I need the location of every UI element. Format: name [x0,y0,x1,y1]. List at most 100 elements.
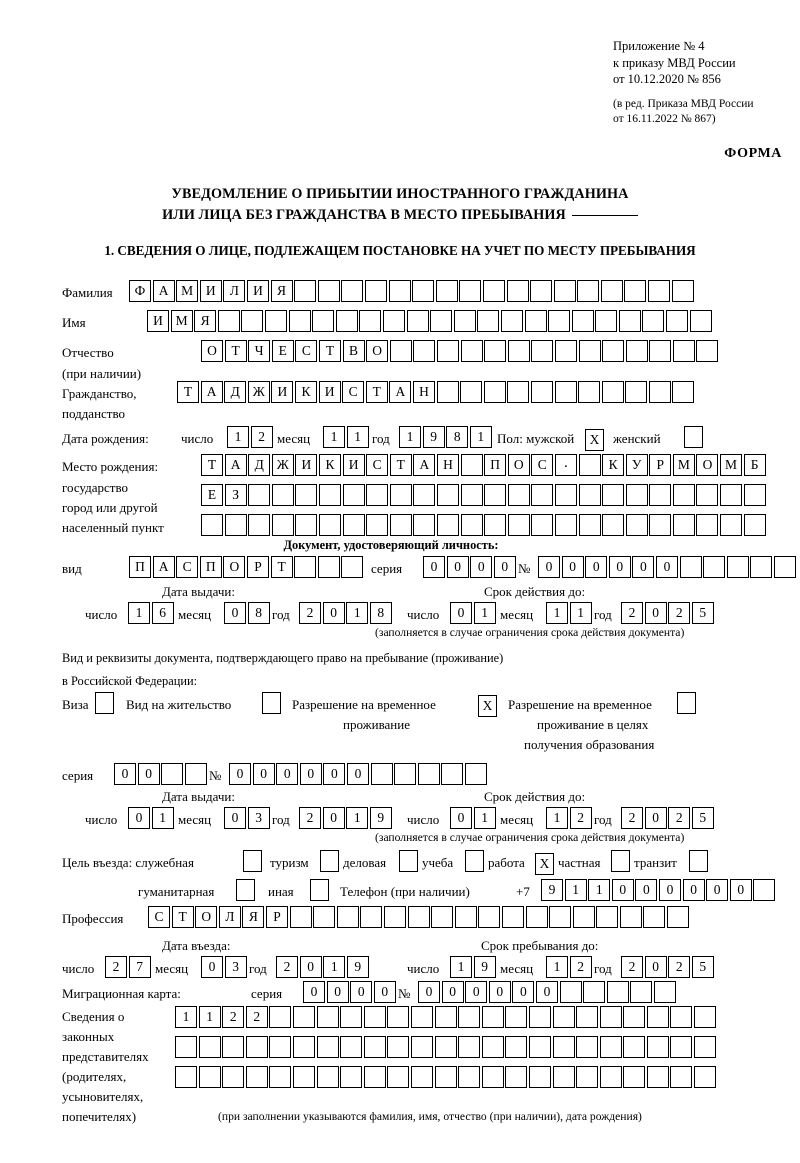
char-cell[interactable] [413,484,436,506]
char-cell[interactable] [175,1036,197,1058]
char-cell[interactable] [595,310,618,332]
char-cell[interactable]: 0 [137,763,160,785]
char-cell[interactable]: Ф [129,280,151,302]
char-cell[interactable] [672,514,695,536]
char-cell[interactable] [341,280,364,302]
char-cell[interactable] [696,514,719,536]
char-cell[interactable] [505,1006,528,1028]
char-cell[interactable] [646,1066,669,1088]
char-cell[interactable]: 1 [546,602,568,624]
char-cell[interactable] [653,981,676,1003]
char-cell[interactable] [316,1066,339,1088]
purpose-study-checkbox[interactable] [465,850,484,872]
char-cell[interactable] [578,514,601,536]
char-cell[interactable] [696,484,719,506]
char-cell[interactable] [248,514,271,536]
char-cell[interactable]: Р [265,906,288,928]
char-cell[interactable]: О [201,340,223,362]
char-cell[interactable]: 0 [632,556,655,578]
char-cell[interactable] [198,1066,221,1088]
char-cell[interactable] [507,381,530,403]
char-cell[interactable]: Л [223,280,246,302]
char-cell[interactable] [689,310,712,332]
char-cell[interactable]: А [413,454,436,476]
char-cell[interactable] [601,381,624,403]
char-cell[interactable] [431,906,454,928]
char-cell[interactable] [289,906,312,928]
char-cell[interactable]: 0 [493,556,516,578]
char-cell[interactable] [269,1066,292,1088]
char-cell[interactable]: 0 [706,879,729,901]
char-cell[interactable] [624,280,647,302]
char-cell[interactable]: 2 [569,956,592,978]
char-cell[interactable]: 1 [346,426,369,448]
char-cell[interactable]: Т [318,340,341,362]
char-cell[interactable]: С [148,906,170,928]
char-cell[interactable] [743,484,766,506]
char-cell[interactable] [649,340,672,362]
char-cell[interactable] [388,280,411,302]
char-cell[interactable]: О [223,556,246,578]
char-cell[interactable] [316,1036,339,1058]
char-cell[interactable]: 0 [644,956,667,978]
char-cell[interactable]: Е [201,484,223,506]
char-cell[interactable] [548,310,571,332]
char-cell[interactable] [201,514,223,536]
char-cell[interactable] [363,1036,386,1058]
char-cell[interactable] [340,1066,363,1088]
char-cell[interactable] [441,763,464,785]
char-cell[interactable]: 0 [611,879,634,901]
char-cell[interactable] [501,906,524,928]
char-cell[interactable]: 2 [276,956,298,978]
char-cell[interactable]: 1 [323,956,346,978]
char-cell[interactable] [507,514,530,536]
char-cell[interactable] [294,280,317,302]
char-cell[interactable] [341,556,364,578]
char-cell[interactable] [578,381,601,403]
char-cell[interactable] [317,556,340,578]
char-cell[interactable] [410,1066,433,1088]
char-cell[interactable]: А [224,454,247,476]
char-cell[interactable]: 9 [369,807,392,829]
char-cell[interactable] [316,1006,339,1028]
char-cell[interactable]: 0 [276,763,299,785]
char-cell[interactable] [720,484,743,506]
char-cell[interactable]: 2 [668,956,691,978]
char-cell[interactable]: 0 [128,807,150,829]
char-cell[interactable]: Т [389,454,412,476]
char-cell[interactable]: 0 [423,556,445,578]
char-cell[interactable]: Е [271,340,294,362]
char-cell[interactable] [602,484,625,506]
char-cell[interactable] [342,514,365,536]
char-cell[interactable]: Н [436,454,459,476]
char-cell[interactable] [552,1066,575,1088]
char-cell[interactable]: 1 [564,879,587,901]
char-cell[interactable]: 3 [247,807,270,829]
char-cell[interactable] [530,280,553,302]
char-cell[interactable]: 0 [446,556,469,578]
char-cell[interactable]: 3 [224,956,247,978]
char-cell[interactable] [750,556,773,578]
char-cell[interactable]: Т [177,381,199,403]
char-cell[interactable] [436,514,459,536]
char-cell[interactable]: 2 [250,426,273,448]
char-cell[interactable]: 0 [450,602,472,624]
char-cell[interactable] [459,280,482,302]
char-cell[interactable]: Д [224,381,247,403]
char-cell[interactable] [434,1036,457,1058]
char-cell[interactable]: Л [218,906,241,928]
char-cell[interactable]: 0 [658,879,681,901]
char-cell[interactable]: 0 [322,807,345,829]
char-cell[interactable]: 0 [465,981,488,1003]
purpose-humanitarian-checkbox[interactable] [236,879,255,901]
char-cell[interactable] [578,454,601,476]
char-cell[interactable] [245,1036,268,1058]
